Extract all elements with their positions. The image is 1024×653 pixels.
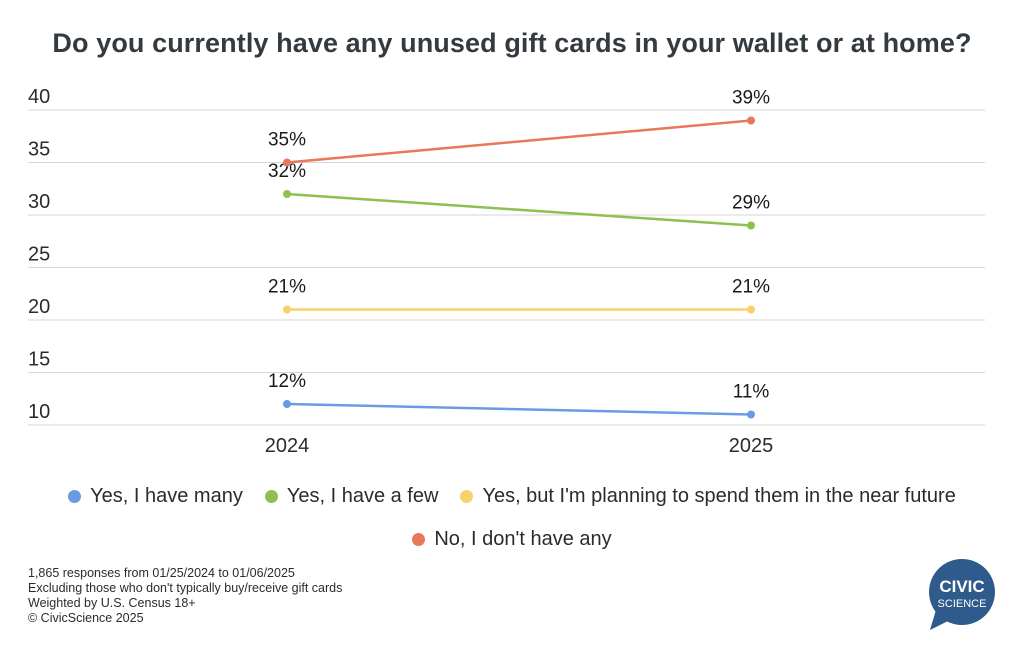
- footnote-weighting: Weighted by U.S. Census 18+: [28, 596, 196, 610]
- data-point-3-0: [283, 158, 291, 167]
- footnote-copyright: © CivicScience 2025: [28, 611, 144, 625]
- chart-title: Do you currently have any unused gift ca…: [52, 28, 972, 58]
- y-tick-label-35: 35: [28, 139, 50, 161]
- y-tick-label-25: 25: [28, 244, 50, 266]
- logo-text-civic: CIVIC: [939, 577, 984, 596]
- x-tick-label-2025: 2025: [729, 435, 774, 457]
- legend-item-3: No, I don't have any: [412, 528, 612, 551]
- data-label-0-1: 11%: [733, 382, 770, 403]
- legend-item-0: Yes, I have many: [68, 485, 243, 508]
- y-tick-label-30: 30: [28, 191, 50, 213]
- data-label-3-0: 35%: [268, 130, 306, 151]
- footnote-exclusion: Excluding those who don't typically buy/…: [28, 581, 343, 595]
- legend-swatch-1: [264, 490, 278, 503]
- legend-label-3: No, I don't have any: [434, 528, 612, 550]
- series-line-1: [286, 192, 752, 227]
- data-label-2-0: 21%: [268, 277, 306, 298]
- legend-swatch-2: [460, 490, 474, 503]
- y-tick-label-40: 40: [28, 86, 50, 108]
- logo-speech-tail: [930, 610, 950, 630]
- y-tick-label-20: 20: [28, 296, 50, 318]
- series-line-3: [286, 119, 752, 164]
- legend-label-2: Yes, but I'm planning to spend them in t…: [482, 485, 956, 507]
- footnote-responses: 1,865 responses from 01/25/2024 to 01/06…: [28, 566, 295, 580]
- data-point-3-1: [747, 116, 755, 125]
- data-label-0-0: 12%: [268, 371, 306, 392]
- y-tick-label-15: 15: [28, 349, 50, 371]
- legend: Yes, I have many Yes, I have a few Yes, bu…: [0, 485, 1024, 508]
- data-label-2-1: 21%: [732, 277, 770, 298]
- legend-item-1: Yes, I have a few: [264, 485, 439, 508]
- footnotes: 1,865 responses from 01/25/2024 to 01/06…: [28, 566, 342, 626]
- data-point-0-0: [283, 400, 291, 408]
- logo-text-science: SCIENCE: [938, 598, 987, 610]
- data-point-1-1: [747, 221, 755, 230]
- data-point-0-1: [747, 410, 755, 419]
- y-tick-label-10: 10: [28, 401, 50, 423]
- data-label-3-1: 39%: [732, 88, 770, 109]
- legend-row-2: No, I don't have any: [0, 528, 1024, 551]
- x-tick-label-2024: 2024: [265, 435, 310, 457]
- legend-label-0: Yes, I have many: [90, 485, 243, 507]
- legend-item-2: Yes, but I'm planning to spend them in t…: [460, 485, 956, 508]
- data-point-2-0: [283, 305, 291, 314]
- data-label-1-1: 29%: [732, 193, 770, 214]
- data-point-1-0: [283, 190, 291, 198]
- legend-swatch-0: [68, 490, 82, 503]
- logo-circle: [929, 559, 995, 625]
- legend-label-1: Yes, I have a few: [286, 485, 439, 507]
- series-line-0: [286, 402, 752, 416]
- civicscience-logo: CIVIC SCIENCE: [929, 559, 995, 630]
- data-label-1-0: 32%: [268, 161, 306, 182]
- data-point-2-1: [747, 305, 755, 314]
- legend-swatch-3: [412, 533, 426, 546]
